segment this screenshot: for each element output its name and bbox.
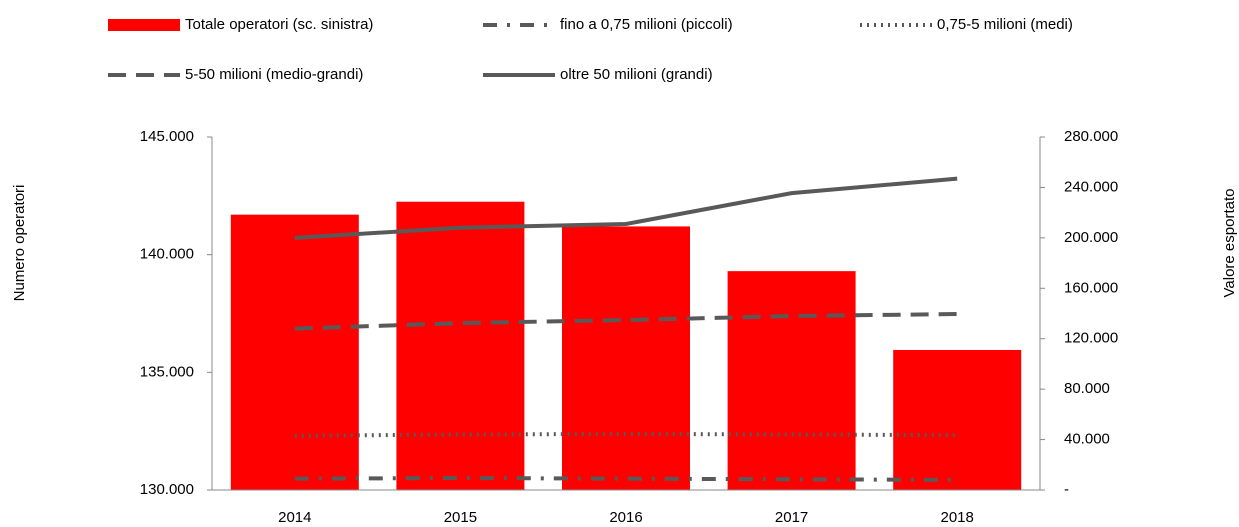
y-tick-label: 140.000 — [140, 246, 194, 263]
y-tick-label: 130.000 — [140, 481, 194, 498]
legend-swatch — [108, 19, 180, 31]
y-tick-label: 145.000 — [140, 128, 194, 145]
x-tick-label: 2016 — [609, 509, 642, 526]
bar — [727, 271, 856, 490]
line — [294, 176, 958, 240]
bar — [893, 349, 1022, 490]
bar — [562, 226, 690, 490]
x-tick-label: 2014 — [278, 509, 311, 526]
y2-axis-title: Valore esportato — [1221, 189, 1238, 298]
y2-tick-label: 40.000 — [1064, 431, 1110, 448]
y2-tick-label: - — [1064, 481, 1069, 498]
legend-label: 5-50 milioni (medio-grandi) — [185, 66, 363, 83]
y2-tick-label: 200.000 — [1064, 229, 1118, 246]
legend-label: 0,75-5 milioni (medi) — [937, 16, 1073, 33]
y2-tick-label: 280.000 — [1064, 128, 1118, 145]
y2-tick-label: 120.000 — [1064, 330, 1118, 347]
bar — [230, 214, 359, 490]
x-tick-label: 2017 — [775, 509, 808, 526]
bar — [396, 201, 525, 490]
legend-label: fino a 0,75 milioni (piccoli) — [560, 16, 733, 33]
x-tick-label: 2018 — [941, 509, 974, 526]
x-tick-label: 2015 — [444, 509, 477, 526]
legend-label: Totale operatori (sc. sinistra) — [185, 16, 373, 33]
y-tick-label: 135.000 — [140, 363, 194, 380]
y2-tick-label: 160.000 — [1064, 279, 1118, 296]
legend-label: oltre 50 milioni (grandi) — [560, 66, 713, 83]
y2-tick-label: 80.000 — [1064, 380, 1110, 397]
y-axis-title: Numero operatori — [11, 185, 28, 302]
y2-tick-label: 240.000 — [1064, 178, 1118, 195]
